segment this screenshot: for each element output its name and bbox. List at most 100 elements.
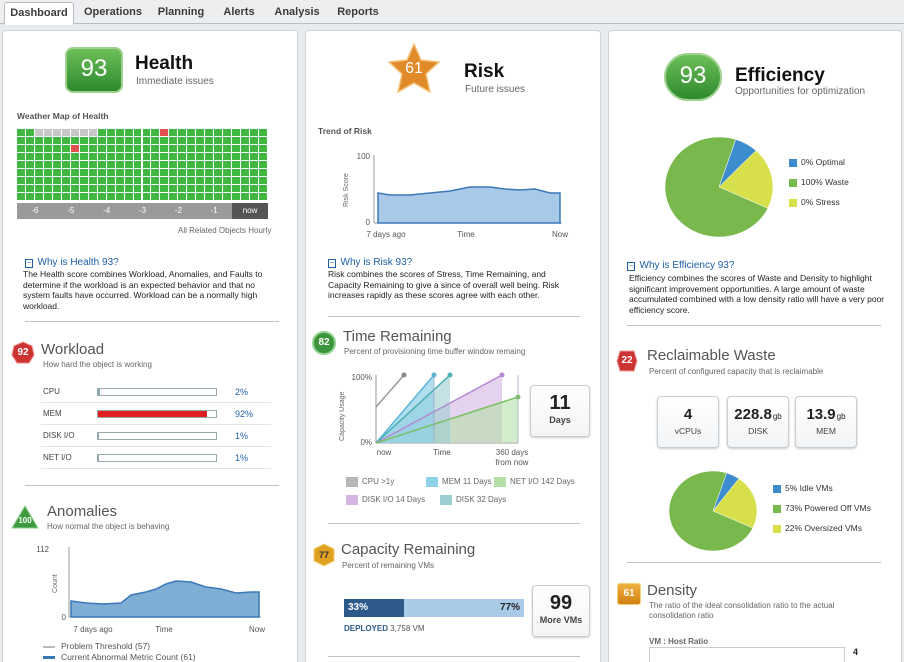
- weather-cell[interactable]: [214, 185, 223, 192]
- weather-cell[interactable]: [61, 169, 70, 176]
- tab-operations[interactable]: Operations: [83, 6, 143, 18]
- weather-cell[interactable]: [124, 145, 133, 152]
- weather-cell[interactable]: [106, 177, 115, 184]
- weather-cell[interactable]: [124, 177, 133, 184]
- weather-cell[interactable]: [223, 193, 232, 200]
- weather-cell[interactable]: [142, 137, 151, 144]
- weather-cell[interactable]: [250, 185, 259, 192]
- weather-cell[interactable]: [133, 129, 142, 136]
- weather-cell[interactable]: [169, 129, 178, 136]
- weather-cell[interactable]: [61, 153, 70, 160]
- weather-cell[interactable]: [34, 153, 43, 160]
- weather-cell[interactable]: [97, 153, 106, 160]
- weather-cell[interactable]: [142, 129, 151, 136]
- weather-cell[interactable]: [88, 169, 97, 176]
- weather-cell[interactable]: [52, 137, 61, 144]
- weather-cell[interactable]: [241, 137, 250, 144]
- weather-cell[interactable]: [232, 193, 241, 200]
- weather-cell[interactable]: [70, 153, 79, 160]
- weather-cell[interactable]: [241, 169, 250, 176]
- weather-cell[interactable]: [97, 145, 106, 152]
- weather-cell[interactable]: [25, 145, 34, 152]
- weather-cell[interactable]: [79, 153, 88, 160]
- weather-cell[interactable]: [241, 145, 250, 152]
- weather-cell[interactable]: [124, 153, 133, 160]
- weather-cell[interactable]: [142, 161, 151, 168]
- weather-cell[interactable]: [25, 185, 34, 192]
- weather-cell[interactable]: [169, 177, 178, 184]
- weather-cell[interactable]: [241, 177, 250, 184]
- weather-cell[interactable]: [115, 145, 124, 152]
- weather-cell[interactable]: [61, 177, 70, 184]
- weather-cell[interactable]: [25, 153, 34, 160]
- weather-cell[interactable]: [133, 169, 142, 176]
- why-risk-link[interactable]: − Why is Risk 93?: [328, 252, 412, 270]
- weather-cell[interactable]: [97, 161, 106, 168]
- weather-cell[interactable]: [241, 161, 250, 168]
- weather-cell[interactable]: [151, 153, 160, 160]
- weather-cell[interactable]: [43, 193, 52, 200]
- weather-cell[interactable]: [79, 193, 88, 200]
- weather-cell[interactable]: [232, 185, 241, 192]
- weather-cell[interactable]: [196, 145, 205, 152]
- weather-cell[interactable]: [124, 185, 133, 192]
- weather-cell[interactable]: [43, 161, 52, 168]
- weather-cell[interactable]: [178, 137, 187, 144]
- weather-cell[interactable]: [61, 161, 70, 168]
- weather-cell[interactable]: [43, 185, 52, 192]
- weather-cell[interactable]: [232, 153, 241, 160]
- weather-cell[interactable]: [187, 145, 196, 152]
- weather-cell[interactable]: [52, 193, 61, 200]
- weather-cell[interactable]: [124, 169, 133, 176]
- why-efficiency-link[interactable]: − Why is Efficiency 93?: [627, 255, 734, 273]
- weather-cell[interactable]: [34, 129, 43, 136]
- weather-cell[interactable]: [196, 153, 205, 160]
- weather-cell[interactable]: [97, 193, 106, 200]
- weather-cell[interactable]: [106, 137, 115, 144]
- weather-cell[interactable]: [17, 169, 25, 176]
- weather-cell[interactable]: [43, 145, 52, 152]
- weather-cell[interactable]: [250, 129, 259, 136]
- weather-cell[interactable]: [250, 137, 259, 144]
- weather-cell[interactable]: [214, 161, 223, 168]
- workload-row[interactable]: CPU 2%: [41, 383, 271, 403]
- weather-cell[interactable]: [52, 129, 61, 136]
- weather-cell[interactable]: [88, 185, 97, 192]
- weather-cell[interactable]: [97, 185, 106, 192]
- weather-cell[interactable]: [214, 145, 223, 152]
- weather-cell[interactable]: [70, 185, 79, 192]
- weather-cell[interactable]: [196, 169, 205, 176]
- weather-cell[interactable]: [241, 185, 250, 192]
- weather-cell[interactable]: [160, 137, 169, 144]
- weather-cell[interactable]: [79, 185, 88, 192]
- weather-cell[interactable]: [142, 169, 151, 176]
- weather-cell[interactable]: [259, 153, 267, 160]
- weather-cell[interactable]: [169, 169, 178, 176]
- weather-cell[interactable]: [142, 145, 151, 152]
- weather-cell[interactable]: [25, 137, 34, 144]
- weather-cell[interactable]: [205, 161, 214, 168]
- weather-cell[interactable]: [70, 129, 79, 136]
- weather-cell[interactable]: [178, 161, 187, 168]
- weather-cell[interactable]: [205, 145, 214, 152]
- weather-cell[interactable]: [196, 193, 205, 200]
- weather-cell[interactable]: [34, 145, 43, 152]
- weather-cell[interactable]: [196, 185, 205, 192]
- weather-cell[interactable]: [70, 137, 79, 144]
- tab-analysis[interactable]: Analysis: [274, 6, 320, 18]
- weather-cell[interactable]: [205, 153, 214, 160]
- weather-cell[interactable]: [178, 129, 187, 136]
- weather-cell[interactable]: [17, 161, 25, 168]
- weather-cell[interactable]: [61, 193, 70, 200]
- weather-cell[interactable]: [61, 137, 70, 144]
- weather-cell[interactable]: [115, 169, 124, 176]
- weather-cell[interactable]: [214, 169, 223, 176]
- weather-cell[interactable]: [124, 129, 133, 136]
- weather-cell[interactable]: [106, 169, 115, 176]
- weather-cell[interactable]: [187, 193, 196, 200]
- weather-cell[interactable]: [106, 193, 115, 200]
- weather-cell[interactable]: [79, 177, 88, 184]
- weather-cell[interactable]: [214, 193, 223, 200]
- weather-cell[interactable]: [43, 129, 52, 136]
- weather-cell[interactable]: [88, 145, 97, 152]
